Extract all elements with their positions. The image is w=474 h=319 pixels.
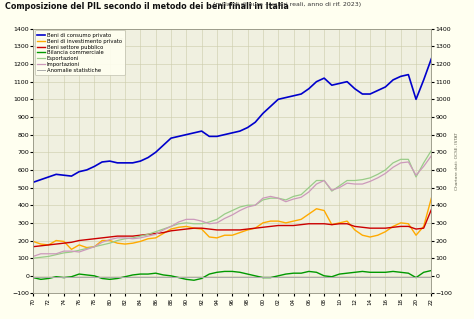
Line: Beni di investimento privato: Beni di investimento privato (33, 198, 431, 249)
Importazioni (383, 172, 388, 175)
Importazioni (337, 186, 342, 189)
Esportazioni (30, 256, 36, 260)
Line: Beni di consumo privato: Beni di consumo privato (33, 59, 431, 182)
Beni settore pubblico (283, 224, 289, 227)
Beni di consumo privato (428, 57, 434, 61)
Beni di investimento privato (390, 225, 396, 228)
Bilancia commerciale (30, 276, 36, 279)
Importazioni (137, 236, 143, 240)
Esportazioni (137, 234, 143, 238)
Bilancia commerciale (428, 269, 434, 272)
Line: Beni settore pubblico: Beni settore pubblico (33, 210, 431, 247)
Bilancia commerciale (344, 271, 350, 275)
Anomalie statistiche (428, 275, 434, 278)
Anomalie statistiche (337, 275, 342, 278)
Beni di consumo privato (268, 104, 273, 108)
Bilancia commerciale (191, 278, 197, 282)
Esportazioni (260, 198, 266, 202)
Beni di consumo privato (260, 112, 266, 115)
Bilancia commerciale (291, 271, 296, 275)
Anomalie statistiche (30, 275, 36, 278)
Beni di investimento privato (268, 219, 273, 223)
Beni di investimento privato (30, 240, 36, 243)
Esportazioni (337, 184, 342, 188)
Importazioni (268, 195, 273, 198)
Text: (miliardi di euro – valori reali, anno di rif. 2023): (miliardi di euro – valori reali, anno d… (211, 2, 361, 7)
Beni di investimento privato (275, 219, 281, 223)
Beni di consumo privato (30, 180, 36, 184)
Importazioni (428, 154, 434, 158)
Importazioni (260, 196, 266, 200)
Beni di consumo privato (337, 82, 342, 85)
Bilancia commerciale (390, 270, 396, 273)
Line: Bilancia commerciale: Bilancia commerciale (33, 271, 431, 280)
Importazioni (283, 200, 289, 204)
Beni settore pubblico (337, 222, 342, 226)
Beni di consumo privato (283, 96, 289, 100)
Line: Esportazioni: Esportazioni (33, 151, 431, 258)
Beni di investimento privato (291, 219, 296, 223)
Bilancia commerciale (268, 276, 273, 279)
Esportazioni (383, 168, 388, 172)
Esportazioni (283, 198, 289, 202)
Beni settore pubblico (30, 245, 36, 249)
Beni di investimento privato (69, 248, 74, 251)
Bilancia commerciale (275, 274, 281, 278)
Text: grafici.altervisita.org – luca.pltpres.com: grafici.altervisita.org – luca.pltpres.c… (37, 37, 124, 41)
Anomalie statistiche (260, 275, 266, 278)
Anomalie statistiche (383, 275, 388, 278)
Line: Importazioni: Importazioni (33, 156, 431, 256)
Legend: Beni di consumo privato, Beni di investimento privato, Beni settore pubblico, Bi: Beni di consumo privato, Beni di investi… (35, 30, 125, 75)
Beni settore pubblico (428, 208, 434, 211)
Anomalie statistiche (283, 275, 289, 278)
Beni settore pubblico (383, 226, 388, 230)
Importazioni (30, 255, 36, 258)
Bilancia commerciale (137, 272, 143, 276)
Beni settore pubblico (137, 233, 143, 237)
Beni settore pubblico (260, 225, 266, 229)
Beni settore pubblico (268, 225, 273, 228)
Beni di consumo privato (383, 85, 388, 89)
Anomalie statistiche (268, 275, 273, 278)
Text: Composizione del PIL secondo il metodo dei beni finali in Italia: Composizione del PIL secondo il metodo d… (5, 2, 289, 11)
Beni di investimento privato (428, 196, 434, 200)
Anomalie statistiche (137, 275, 143, 278)
Esportazioni (268, 196, 273, 200)
Beni di consumo privato (137, 159, 143, 163)
Y-axis label: Chartare dati: OCSE, ISTAT: Chartare dati: OCSE, ISTAT (455, 132, 459, 190)
Beni di investimento privato (344, 219, 350, 223)
Esportazioni (428, 149, 434, 152)
Beni di investimento privato (145, 237, 151, 241)
